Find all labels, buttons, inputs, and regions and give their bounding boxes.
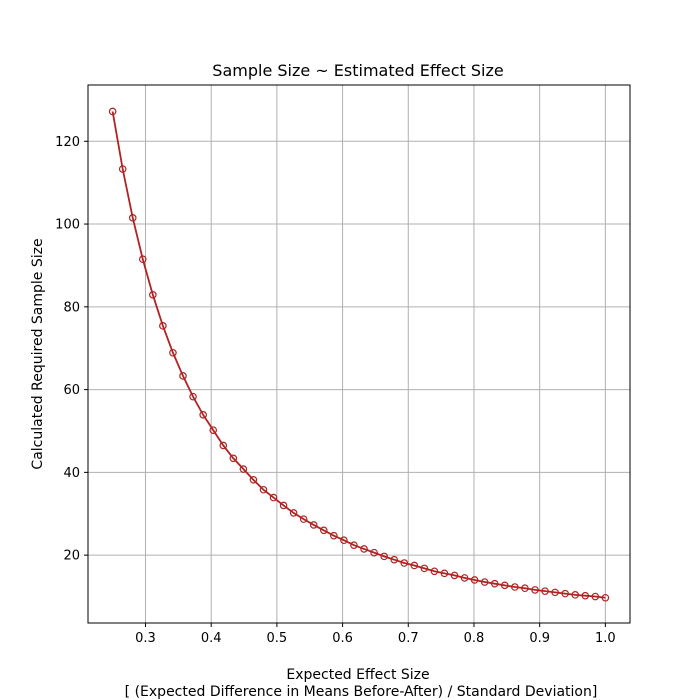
- data-point: [169, 348, 177, 357]
- x-axis-label-line1: Expected Effect Size: [286, 667, 429, 683]
- data-point: [179, 372, 187, 380]
- data-point: [249, 476, 258, 484]
- data-point: [138, 255, 147, 264]
- data-point: [430, 567, 439, 576]
- data-point: [269, 493, 278, 502]
- x-tick-label: 1.0: [595, 631, 616, 646]
- data-point: [601, 593, 610, 602]
- data-point: [340, 536, 348, 545]
- data-point: [189, 392, 197, 401]
- data-point: [581, 591, 590, 600]
- data-point: [571, 591, 580, 599]
- x-tick-label: 0.5: [267, 631, 288, 646]
- chart-title: Sample Size ~ Estimated Effect Size: [212, 61, 503, 80]
- x-tick-label: 0.7: [398, 631, 419, 646]
- x-axis-label-line2: [ (Expected Difference in Means Before-A…: [125, 684, 598, 700]
- data-point: [309, 521, 318, 529]
- y-tick-label: 100: [55, 218, 80, 233]
- data-point: [500, 581, 509, 590]
- data-point: [209, 426, 218, 434]
- y-tick-label: 20: [63, 549, 80, 564]
- data-point: [289, 509, 298, 517]
- data-point: [470, 576, 479, 584]
- data-point: [541, 587, 549, 595]
- data-point: [460, 574, 469, 582]
- data-point: [279, 501, 288, 510]
- data-point: [440, 569, 449, 578]
- data-point: [400, 559, 409, 567]
- data-point: [410, 561, 419, 570]
- y-tick-label: 80: [63, 300, 80, 315]
- y-axis-label: Calculated Required Sample Size: [30, 238, 46, 469]
- x-tick-label: 0.4: [201, 631, 222, 646]
- data-point: [128, 214, 137, 222]
- data-point: [370, 548, 378, 557]
- data-point: [480, 578, 489, 586]
- data-point: [118, 165, 127, 173]
- data-point: [420, 564, 429, 573]
- y-tick-label: 40: [63, 466, 80, 481]
- data-point: [330, 531, 338, 540]
- data-point: [199, 411, 207, 419]
- data-point: [591, 592, 600, 601]
- data-point: [159, 322, 167, 330]
- data-point: [390, 555, 399, 564]
- data-point: [108, 107, 117, 116]
- data-point: [229, 454, 238, 463]
- data-point: [259, 485, 268, 494]
- data-point: [531, 586, 539, 594]
- series-layer: [108, 107, 610, 602]
- data-point: [350, 541, 358, 549]
- grid: [88, 85, 630, 623]
- data-point: [239, 465, 248, 473]
- plot-frame: [87, 84, 631, 624]
- data-point: [561, 589, 569, 598]
- data-point: [551, 588, 559, 597]
- data-point: [299, 515, 308, 523]
- y-tick-label: 60: [63, 383, 80, 398]
- data-point: [319, 526, 328, 535]
- data-point: [149, 291, 157, 299]
- x-tick-label: 0.6: [332, 631, 353, 646]
- data-point: [521, 584, 529, 593]
- data-point: [360, 545, 368, 553]
- axis-ticks: 0.3 0.4 0.5 0.6 0.7 0.8 0.9 1.0 20 40 60 80 100 120: [55, 135, 616, 646]
- x-tick-label: 0.3: [135, 631, 156, 646]
- data-point: [380, 552, 388, 561]
- data-point: [511, 583, 519, 591]
- data-point: [490, 579, 499, 588]
- data-point: [219, 441, 228, 450]
- x-tick-label: 0.8: [464, 631, 485, 646]
- x-tick-label: 0.9: [529, 631, 550, 646]
- data-point: [450, 571, 459, 580]
- y-tick-label: 120: [55, 135, 80, 150]
